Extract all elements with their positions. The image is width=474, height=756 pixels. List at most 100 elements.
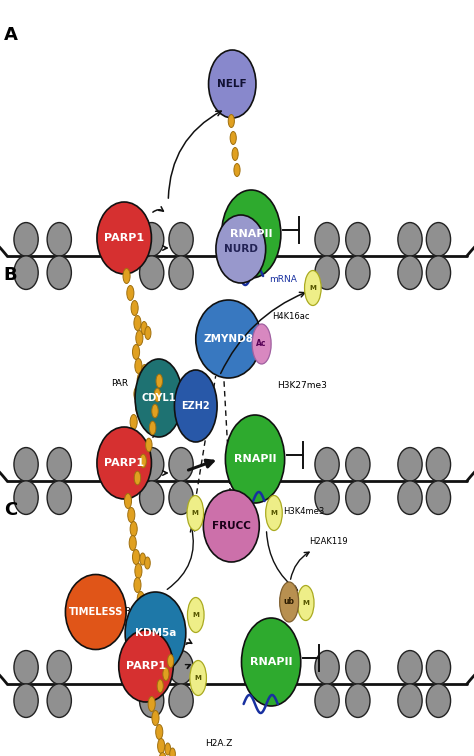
Ellipse shape bbox=[426, 448, 451, 481]
Ellipse shape bbox=[14, 448, 38, 481]
Ellipse shape bbox=[203, 490, 259, 562]
Ellipse shape bbox=[47, 256, 72, 290]
Ellipse shape bbox=[169, 256, 193, 290]
Ellipse shape bbox=[47, 448, 72, 481]
Ellipse shape bbox=[14, 684, 38, 717]
Circle shape bbox=[138, 606, 146, 621]
Ellipse shape bbox=[426, 651, 451, 684]
Text: RNAPII: RNAPII bbox=[230, 229, 273, 239]
Text: EZH2: EZH2 bbox=[182, 401, 210, 411]
Text: PAR: PAR bbox=[114, 606, 131, 615]
Circle shape bbox=[127, 286, 134, 300]
Text: FRUCC: FRUCC bbox=[212, 521, 251, 531]
Text: H4K16ac: H4K16ac bbox=[273, 312, 310, 321]
FancyArrowPatch shape bbox=[220, 293, 305, 373]
Ellipse shape bbox=[97, 427, 152, 499]
Ellipse shape bbox=[315, 448, 339, 481]
Circle shape bbox=[146, 438, 152, 452]
Circle shape bbox=[144, 597, 150, 609]
Text: H2A.Z: H2A.Z bbox=[205, 739, 233, 748]
Circle shape bbox=[135, 563, 142, 578]
Ellipse shape bbox=[139, 651, 164, 684]
Ellipse shape bbox=[65, 575, 126, 649]
Text: M: M bbox=[310, 285, 316, 291]
Circle shape bbox=[252, 324, 271, 364]
Ellipse shape bbox=[346, 684, 370, 717]
Text: M: M bbox=[195, 675, 201, 681]
Ellipse shape bbox=[125, 592, 186, 674]
Ellipse shape bbox=[226, 415, 284, 503]
Circle shape bbox=[148, 602, 154, 614]
Ellipse shape bbox=[169, 651, 193, 684]
Circle shape bbox=[280, 582, 299, 622]
Circle shape bbox=[188, 597, 204, 633]
Circle shape bbox=[190, 661, 206, 696]
Text: PAR: PAR bbox=[111, 379, 128, 388]
Text: CDYL1: CDYL1 bbox=[142, 393, 176, 403]
Ellipse shape bbox=[398, 448, 422, 481]
Circle shape bbox=[152, 404, 158, 418]
Text: PARP1: PARP1 bbox=[126, 661, 166, 671]
Text: PARP1: PARP1 bbox=[104, 233, 144, 243]
Ellipse shape bbox=[47, 684, 72, 717]
Ellipse shape bbox=[315, 222, 339, 256]
Ellipse shape bbox=[118, 630, 173, 702]
Circle shape bbox=[128, 429, 135, 444]
FancyArrowPatch shape bbox=[266, 531, 298, 590]
Text: M: M bbox=[302, 600, 309, 606]
Circle shape bbox=[149, 421, 156, 435]
Ellipse shape bbox=[315, 256, 339, 290]
Circle shape bbox=[140, 454, 146, 468]
Text: M: M bbox=[192, 612, 199, 618]
Circle shape bbox=[142, 364, 148, 377]
Circle shape bbox=[304, 271, 321, 305]
Circle shape bbox=[136, 401, 143, 416]
Text: TIMELESS: TIMELESS bbox=[69, 607, 123, 617]
FancyArrowPatch shape bbox=[291, 552, 309, 579]
Ellipse shape bbox=[139, 448, 164, 481]
Ellipse shape bbox=[398, 684, 422, 717]
Text: H3K27me3: H3K27me3 bbox=[277, 381, 327, 390]
Text: B: B bbox=[4, 266, 18, 284]
Circle shape bbox=[137, 591, 145, 606]
FancyArrowPatch shape bbox=[168, 111, 221, 198]
Circle shape bbox=[232, 147, 238, 160]
Circle shape bbox=[134, 315, 141, 330]
Circle shape bbox=[141, 321, 147, 334]
Ellipse shape bbox=[169, 481, 193, 514]
Text: NELF: NELF bbox=[218, 79, 247, 89]
Ellipse shape bbox=[174, 370, 217, 442]
Ellipse shape bbox=[242, 618, 301, 706]
Ellipse shape bbox=[135, 359, 182, 437]
Circle shape bbox=[134, 471, 141, 485]
Ellipse shape bbox=[14, 222, 38, 256]
Circle shape bbox=[146, 370, 152, 383]
Circle shape bbox=[297, 585, 314, 621]
Ellipse shape bbox=[346, 256, 370, 290]
Ellipse shape bbox=[398, 651, 422, 684]
Text: Ac: Ac bbox=[256, 339, 267, 349]
Circle shape bbox=[131, 300, 138, 315]
Text: RNAPII: RNAPII bbox=[234, 454, 276, 464]
Ellipse shape bbox=[209, 50, 256, 118]
Ellipse shape bbox=[139, 222, 164, 256]
Text: A: A bbox=[4, 26, 18, 44]
Ellipse shape bbox=[169, 448, 193, 481]
Circle shape bbox=[124, 494, 132, 509]
Text: PARP1: PARP1 bbox=[104, 458, 144, 468]
Circle shape bbox=[170, 748, 175, 756]
Ellipse shape bbox=[346, 651, 370, 684]
Ellipse shape bbox=[97, 202, 152, 274]
Circle shape bbox=[130, 522, 137, 537]
Circle shape bbox=[165, 743, 171, 755]
Text: KDM5a: KDM5a bbox=[135, 628, 176, 638]
Circle shape bbox=[130, 414, 137, 429]
Ellipse shape bbox=[196, 300, 261, 378]
Circle shape bbox=[132, 550, 140, 565]
Circle shape bbox=[132, 345, 140, 360]
Ellipse shape bbox=[346, 481, 370, 514]
FancyArrowPatch shape bbox=[189, 460, 213, 470]
Circle shape bbox=[228, 114, 234, 128]
Ellipse shape bbox=[169, 684, 193, 717]
Circle shape bbox=[156, 374, 163, 388]
